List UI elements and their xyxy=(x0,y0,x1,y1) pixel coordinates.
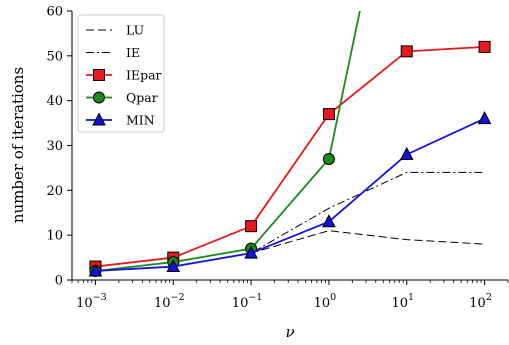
legend-marker-min xyxy=(92,112,106,126)
x-axis-label: ν xyxy=(285,323,294,341)
x-tick-label: 10−1 xyxy=(232,292,263,311)
series-line-qpar xyxy=(95,11,361,272)
x-tick-label: 101 xyxy=(391,292,414,311)
data-point-min-3 xyxy=(322,214,336,228)
legend-marker-iepar xyxy=(93,69,105,81)
data-point-min-1 xyxy=(166,258,181,273)
x-tick-label: 10−3 xyxy=(76,292,107,311)
y-axis-label: number of iterations xyxy=(9,67,27,223)
y-tick-label: 60 xyxy=(46,5,63,20)
data-point-qpar-3 xyxy=(322,152,335,165)
legend-marker-qpar xyxy=(93,91,105,104)
y-tick-label: 50 xyxy=(46,49,63,64)
legend-label-iepar: IEpar xyxy=(126,68,162,83)
series-layer xyxy=(88,11,492,278)
y-tick-label: 20 xyxy=(46,184,63,199)
series-line-min xyxy=(95,117,485,272)
y-tick-label: 0 xyxy=(55,274,63,289)
x-tick-label: 100 xyxy=(314,292,337,311)
data-point-iepar-2 xyxy=(245,220,258,233)
data-point-min-5 xyxy=(477,111,492,125)
legend-label-lu: LU xyxy=(126,23,144,38)
series-line-iepar xyxy=(95,45,485,268)
data-point-min-4 xyxy=(399,146,414,160)
data-point-min-2 xyxy=(244,245,258,259)
x-tick-label: 10−2 xyxy=(154,292,185,311)
y-tick-label: 40 xyxy=(46,94,63,109)
data-point-min-0 xyxy=(88,263,103,277)
data-point-iepar-5 xyxy=(478,40,491,53)
y-tick-label: 30 xyxy=(46,139,63,154)
data-point-iepar-4 xyxy=(400,45,413,58)
x-tick-label: 102 xyxy=(469,292,492,311)
legend-label-min: MIN xyxy=(126,113,155,128)
legend-label-ie: IE xyxy=(126,45,140,60)
ticks: 0 10 20 30 40 50 60 10−3 10−2 10−1 100 101 102 xyxy=(46,5,509,311)
series-line-ie xyxy=(95,171,485,272)
legend: LU IE IEpar Qpar MIN xyxy=(77,14,165,133)
y-tick-label: 10 xyxy=(46,229,63,244)
legend-label-qpar: Qpar xyxy=(126,90,158,105)
data-point-iepar-3 xyxy=(322,108,335,121)
